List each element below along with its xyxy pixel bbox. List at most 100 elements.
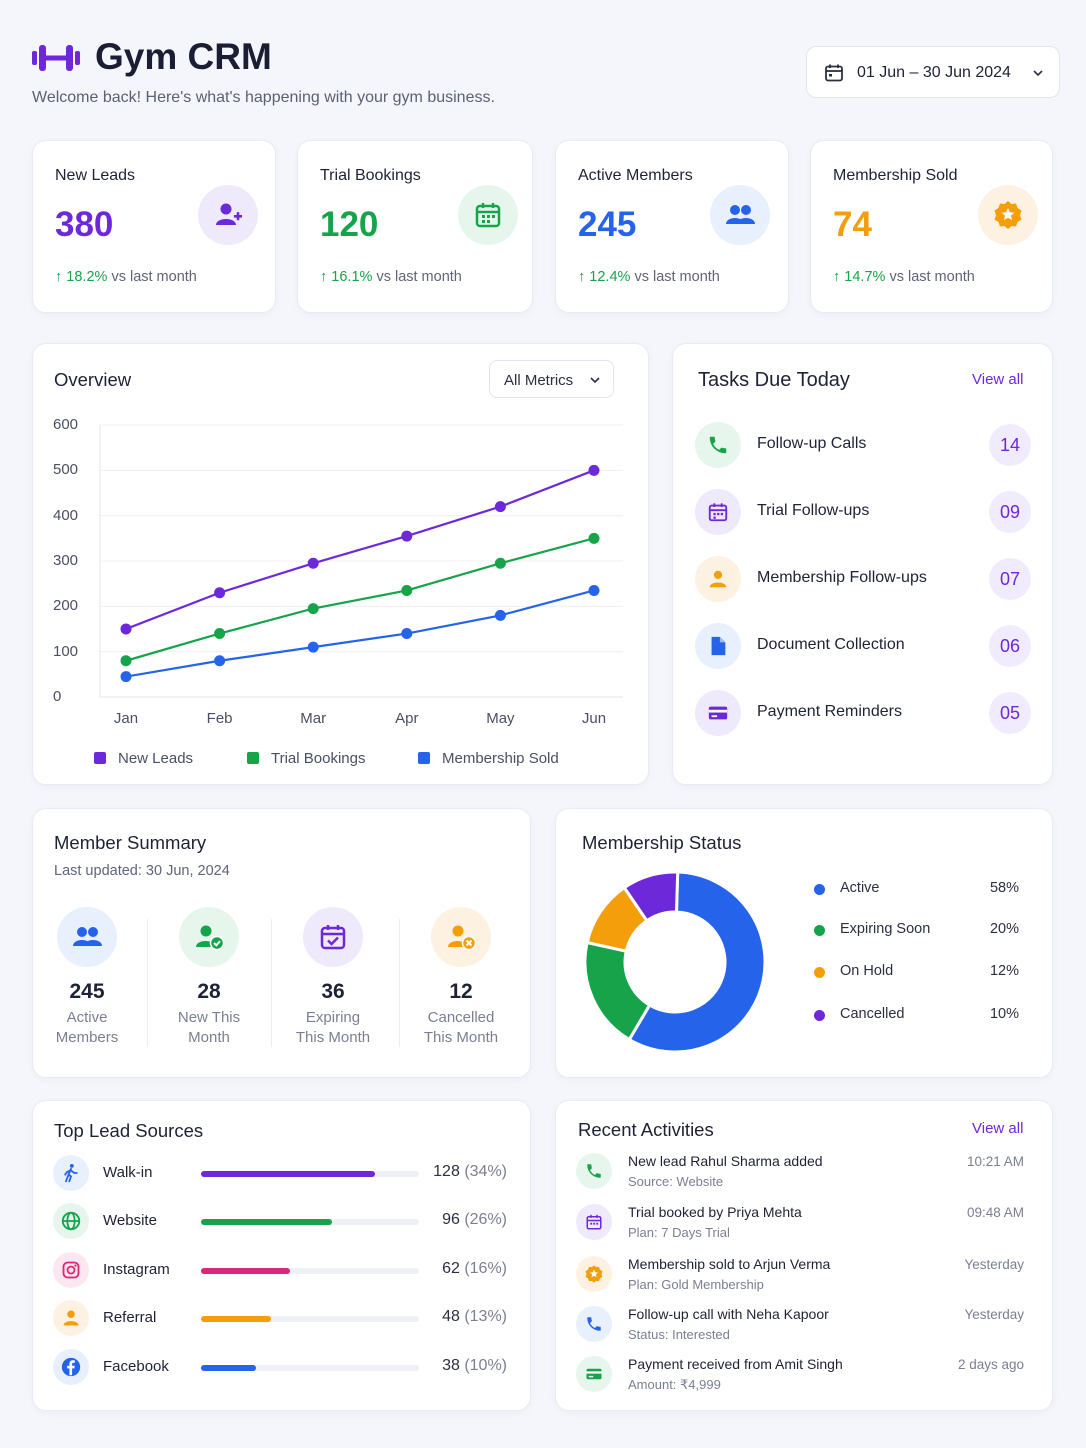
legend-item-trial-bookings[interactable]: Trial Bookings [247,750,365,767]
user-icon [695,556,741,602]
user-plus-icon [198,185,258,245]
arrow-up-icon: ↑ [578,269,590,285]
stat-suffix: vs last month [376,269,462,285]
stat-card-active-members[interactable]: Active Members 245 ↑ 12.4% vs last month [555,140,789,313]
data-point [214,655,226,667]
activity-item[interactable]: Payment received from Amit Singh Amount:… [576,1356,1024,1402]
stat-value: 120 [320,205,379,244]
lead-sources-title: Top Lead Sources [54,1120,204,1141]
task-item-document-collection[interactable]: Document Collection 06 [695,623,1031,669]
calendar-check-icon [303,907,363,967]
source-bar-track [201,1316,419,1322]
summary-label-line1: New This [177,1009,241,1026]
source-count: 128 [433,1163,460,1180]
legend-dot [814,925,825,936]
calendar-icon [576,1204,612,1240]
stat-trend: ↑ 12.4% vs last month [578,269,720,285]
legend-item-new-leads[interactable]: New Leads [94,750,193,767]
stat-change: 14.7% [844,269,886,285]
lead-source-instagram[interactable]: Instagram 62 (16%) [53,1252,509,1288]
status-percent: 12% [989,963,1019,979]
activity-time: 10:21 AM [966,1154,1024,1169]
date-range-label: 01 Jun – 30 Jun 2024 [857,64,1011,81]
source-bar-fill [201,1219,332,1225]
legend-item-membership-sold[interactable]: Membership Sold [418,750,559,767]
stat-card-trial-bookings[interactable]: Trial Bookings 120 ↑ 16.1% vs last month [297,140,533,313]
stat-value: 380 [55,205,114,244]
activity-subtext: Amount: ₹4,999 [628,1377,721,1392]
task-count-badge: 09 [989,491,1031,533]
activity-item[interactable]: Trial booked by Priya Mehta Plan: 7 Days… [576,1204,1024,1250]
summary-label-line2: This Month [423,1029,499,1046]
status-percent: 20% [989,921,1019,937]
task-count-badge: 07 [989,558,1031,600]
membership-status-title: Membership Status [582,832,742,853]
source-bar-fill [201,1316,271,1322]
stat-card-new-leads[interactable]: New Leads 380 ↑ 18.2% vs last month [32,140,276,313]
lead-source-referral[interactable]: Referral 48 (13%) [53,1300,509,1336]
summary-active-members[interactable]: 245 Active Members [31,907,143,1048]
metrics-filter-dropdown[interactable]: All Metrics [489,360,614,398]
y-tick-label: 100 [53,642,79,660]
lead-source-website[interactable]: Website 96 (26%) [53,1203,509,1239]
status-legend-on-hold[interactable]: On Hold 12% [814,962,1019,982]
phone-icon [576,1306,612,1342]
line-chart [99,424,623,698]
legend-swatch [247,752,259,764]
source-value: 62 (16%) [442,1260,507,1278]
activity-text: New lead Rahul Sharma added [628,1153,823,1169]
task-item-follow-up-calls[interactable]: Follow-up Calls 14 [695,422,1031,468]
lead-source-facebook[interactable]: Facebook 38 (10%) [53,1349,509,1385]
status-legend-active[interactable]: Active 58% [814,879,1019,899]
source-percent: (13%) [464,1308,507,1325]
activity-item[interactable]: New lead Rahul Sharma added Source: Webs… [576,1153,1024,1199]
summary-expiring-this-month[interactable]: 36 Expiring This Month [277,907,389,1048]
summary-cancelled-this-month[interactable]: 12 Cancelled This Month [405,907,517,1048]
status-legend-cancelled[interactable]: Cancelled 10% [814,1005,1019,1025]
tasks-view-all-link[interactable]: View all [972,371,1024,388]
activity-item[interactable]: Follow-up call with Neha Kapoor Status: … [576,1306,1024,1352]
facebook-icon [53,1349,89,1385]
chevron-down-icon [589,374,601,386]
source-count: 62 [442,1260,460,1277]
stat-trend: ↑ 18.2% vs last month [55,269,197,285]
lead-sources-card: Top Lead Sources Walk-in 128 (34%) Websi… [32,1100,531,1411]
x-tick-label: Jun [581,710,607,727]
summary-label-line2: This Month [295,1029,371,1046]
legend-swatch [94,752,106,764]
source-bar-fill [201,1268,291,1274]
task-item-trial-follow-ups[interactable]: Trial Follow-ups 09 [695,489,1031,535]
task-item-payment-reminders[interactable]: Payment Reminders 05 [695,690,1031,736]
x-tick-label: Jan [113,710,139,727]
source-percent: (26%) [464,1211,507,1228]
lead-source-walk-in[interactable]: Walk-in 128 (34%) [53,1155,509,1191]
last-updated-text: Last updated: 30 Jun, 2024 [54,863,230,879]
source-name: Facebook [103,1358,169,1375]
stat-card-membership-sold[interactable]: Membership Sold 74 ↑ 14.7% vs last month [810,140,1053,313]
date-range-picker[interactable]: 01 Jun – 30 Jun 2024 [806,46,1060,98]
source-value: 96 (26%) [442,1211,507,1229]
data-point [494,609,506,621]
data-point [120,623,132,635]
status-name: On Hold [840,963,894,979]
summary-new-this-month[interactable]: 28 New This Month [153,907,265,1048]
app-title: Gym CRM [95,36,272,77]
data-point [307,641,319,653]
status-name: Cancelled [840,1006,905,1022]
activities-view-all-link[interactable]: View all [972,1120,1024,1137]
source-name: Walk-in [103,1164,153,1181]
calendar-icon [695,489,741,535]
credit-card-icon [576,1356,612,1392]
credit-card-icon [695,690,741,736]
task-count-badge: 14 [989,424,1031,466]
activity-item[interactable]: Membership sold to Arjun Verma Plan: Gol… [576,1256,1024,1302]
activity-text: Trial booked by Priya Mehta [628,1204,802,1220]
membership-status-card: Membership Status Active 58% Expiring So… [555,808,1053,1078]
metrics-filter-label: All Metrics [504,372,574,389]
source-name: Instagram [103,1261,170,1278]
donut-slice [622,870,680,923]
stat-change: 16.1% [331,269,373,285]
task-item-membership-follow-ups[interactable]: Membership Follow-ups 07 [695,556,1031,602]
status-legend-expiring-soon[interactable]: Expiring Soon 20% [814,920,1019,940]
stat-suffix: vs last month [889,269,975,285]
